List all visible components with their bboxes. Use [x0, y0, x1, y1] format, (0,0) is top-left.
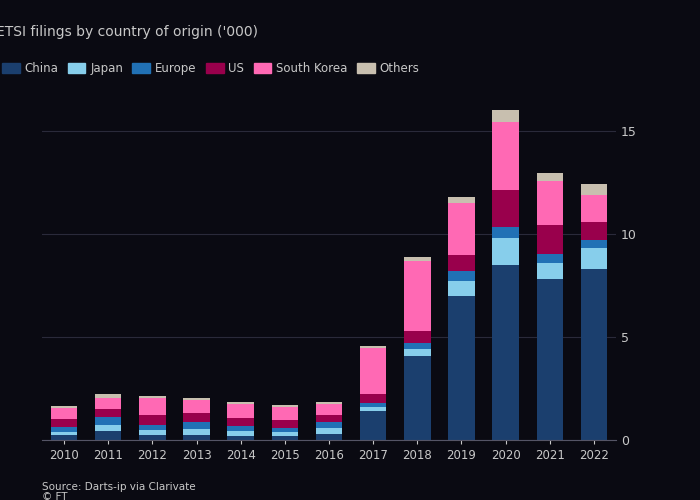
Bar: [139, 398, 166, 415]
Bar: [183, 398, 210, 400]
Bar: [51, 406, 77, 408]
Bar: [316, 402, 342, 404]
Bar: [51, 408, 77, 420]
Bar: [360, 403, 386, 407]
Bar: [139, 424, 166, 430]
Bar: [448, 203, 475, 254]
Bar: [536, 182, 563, 224]
Text: © FT: © FT: [42, 492, 67, 500]
Bar: [492, 110, 519, 122]
Bar: [316, 434, 342, 440]
Bar: [581, 195, 607, 222]
Bar: [95, 398, 122, 409]
Bar: [228, 404, 254, 418]
Bar: [316, 428, 342, 434]
Bar: [95, 424, 122, 430]
Bar: [536, 173, 563, 182]
Bar: [272, 407, 298, 420]
Bar: [404, 356, 430, 440]
Bar: [316, 422, 342, 428]
Bar: [228, 402, 254, 404]
Bar: [448, 254, 475, 271]
Bar: [228, 426, 254, 430]
Bar: [51, 435, 77, 440]
Bar: [492, 238, 519, 265]
Bar: [404, 256, 430, 260]
Bar: [360, 346, 386, 348]
Bar: [581, 248, 607, 269]
Bar: [536, 254, 563, 263]
Bar: [581, 222, 607, 240]
Bar: [51, 426, 77, 432]
Bar: [228, 418, 254, 426]
Bar: [404, 350, 430, 356]
Bar: [183, 422, 210, 428]
Bar: [272, 432, 298, 436]
Bar: [581, 184, 607, 195]
Bar: [492, 122, 519, 190]
Legend: China, Japan, Europe, US, South Korea, Others: China, Japan, Europe, US, South Korea, O…: [2, 62, 419, 74]
Bar: [360, 407, 386, 411]
Bar: [448, 282, 475, 296]
Bar: [316, 416, 342, 422]
Bar: [404, 260, 430, 331]
Bar: [404, 343, 430, 349]
Bar: [272, 420, 298, 428]
Bar: [139, 416, 166, 424]
Bar: [139, 430, 166, 435]
Bar: [228, 436, 254, 440]
Bar: [536, 224, 563, 254]
Bar: [360, 411, 386, 440]
Bar: [448, 197, 475, 203]
Bar: [95, 430, 122, 440]
Bar: [95, 418, 122, 424]
Bar: [51, 420, 77, 426]
Bar: [272, 405, 298, 407]
Bar: [316, 404, 342, 415]
Bar: [228, 430, 254, 436]
Bar: [360, 394, 386, 403]
Bar: [581, 240, 607, 248]
Bar: [183, 400, 210, 413]
Bar: [536, 280, 563, 440]
Bar: [183, 428, 210, 435]
Bar: [492, 226, 519, 238]
Bar: [448, 271, 475, 281]
Bar: [51, 432, 77, 435]
Bar: [492, 265, 519, 440]
Bar: [95, 409, 122, 418]
Bar: [272, 436, 298, 440]
Text: Source: Darts-ip via Clarivate: Source: Darts-ip via Clarivate: [42, 482, 195, 492]
Bar: [183, 413, 210, 422]
Bar: [581, 269, 607, 440]
Bar: [360, 348, 386, 394]
Bar: [139, 396, 166, 398]
Bar: [536, 263, 563, 280]
Bar: [272, 428, 298, 432]
Text: ETSI filings by country of origin ('000): ETSI filings by country of origin ('000): [0, 25, 258, 39]
Bar: [492, 190, 519, 226]
Bar: [404, 331, 430, 343]
Bar: [183, 435, 210, 440]
Bar: [139, 435, 166, 440]
Bar: [95, 394, 122, 398]
Bar: [448, 296, 475, 440]
